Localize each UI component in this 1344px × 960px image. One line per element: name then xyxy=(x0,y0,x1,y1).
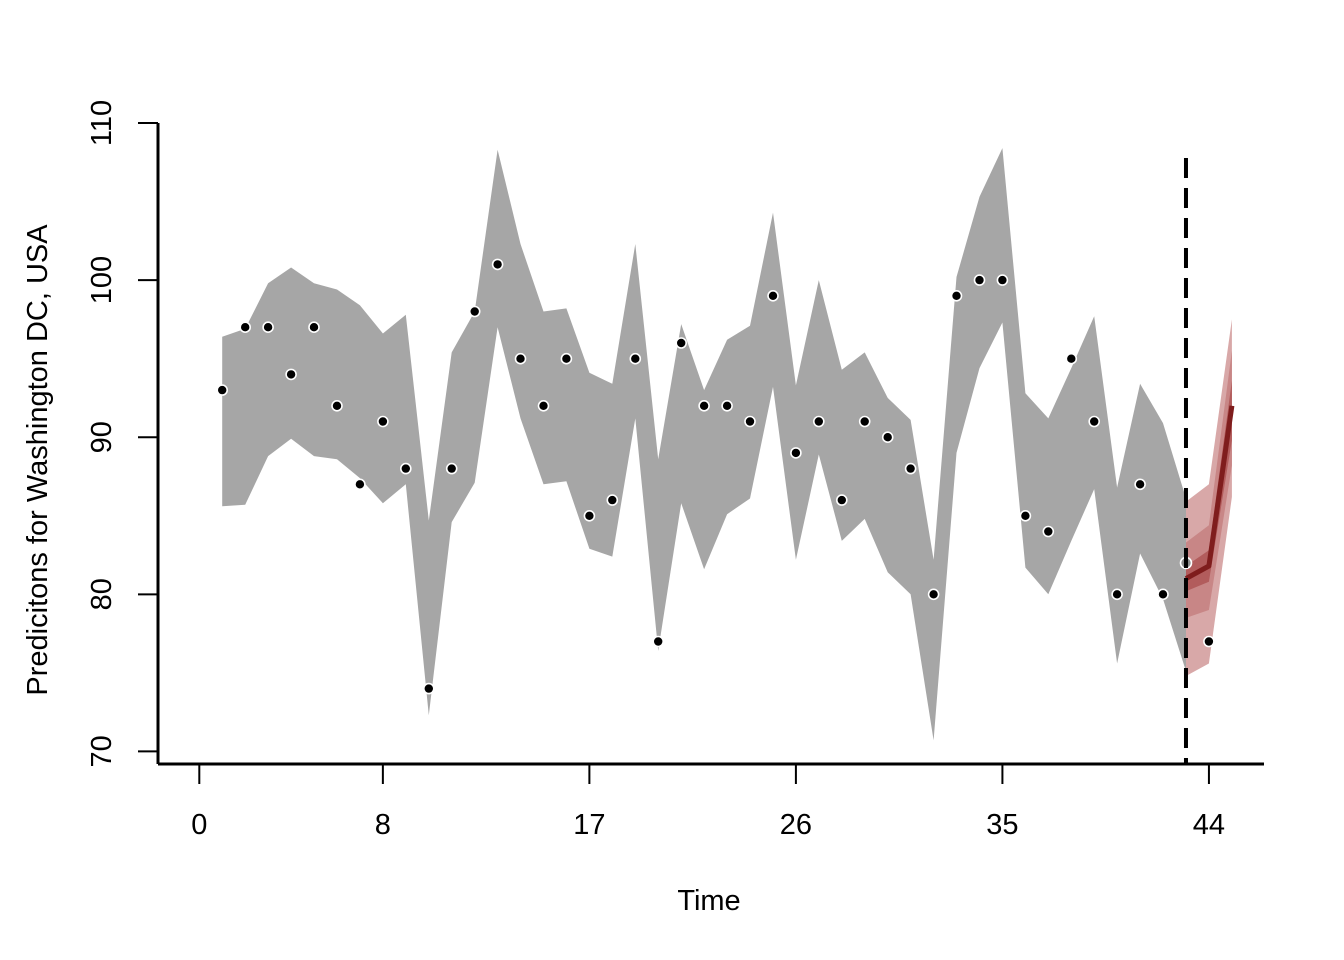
observed-point xyxy=(537,399,550,412)
y-tick-label: 70 xyxy=(86,735,118,767)
x-axis-title: Time xyxy=(677,885,740,917)
observed-point xyxy=(698,399,710,412)
observed-point xyxy=(354,478,366,491)
observed-point xyxy=(950,289,963,302)
y-axis-title: Predicitons for Washington DC, USA xyxy=(22,224,54,696)
y-tick-label: 100 xyxy=(86,256,118,304)
observed-point xyxy=(1042,525,1055,538)
observed-point xyxy=(331,399,343,412)
observed-point xyxy=(422,682,435,695)
y-tick-label: 80 xyxy=(86,578,118,610)
observed-point xyxy=(904,462,917,475)
observed-point xyxy=(468,305,481,318)
observed-point xyxy=(399,462,412,475)
x-tick-label: 8 xyxy=(375,809,391,841)
x-tick-label: 44 xyxy=(1193,809,1225,841)
observed-point xyxy=(1157,588,1169,601)
observed-point xyxy=(445,462,458,475)
observed-point xyxy=(1088,415,1100,428)
observed-point xyxy=(629,352,642,365)
y-tick-label: 90 xyxy=(86,421,118,453)
observed-point xyxy=(744,415,756,428)
fitted-interval-band xyxy=(222,148,1186,741)
plot-area xyxy=(216,148,1235,764)
x-tick-label: 35 xyxy=(986,809,1018,841)
observed-point xyxy=(675,337,688,349)
observed-point xyxy=(927,588,940,601)
observed-point xyxy=(858,415,871,428)
observed-point xyxy=(1065,352,1078,365)
forecast-band-80 xyxy=(1186,350,1232,618)
y-tick-label: 110 xyxy=(86,100,118,146)
observed-point xyxy=(514,352,527,365)
observed-point xyxy=(560,352,573,365)
observed-point xyxy=(767,289,779,302)
observed-point xyxy=(881,431,894,444)
x-tick-label: 0 xyxy=(191,809,207,841)
observed-point xyxy=(491,258,504,271)
observed-point xyxy=(835,494,848,506)
observed-point xyxy=(606,494,619,506)
observed-point xyxy=(721,399,733,412)
observed-point xyxy=(1134,478,1146,491)
observed-point xyxy=(1019,509,1032,522)
observed-point xyxy=(996,274,1009,286)
observed-point xyxy=(377,415,389,428)
axes: 0 8 17 26 35 44 70 80 90 100 110 xyxy=(86,100,1264,841)
observed-point xyxy=(583,509,596,522)
observed-point xyxy=(262,321,274,334)
observed-point xyxy=(285,368,297,381)
observed-point xyxy=(790,447,802,459)
observed-point xyxy=(1111,588,1123,601)
observed-point xyxy=(812,415,825,428)
observed-point xyxy=(308,321,320,334)
observed-point xyxy=(239,321,251,334)
observed-point xyxy=(973,274,986,286)
forecast-period-point xyxy=(1203,635,1215,648)
x-tick-label: 17 xyxy=(573,809,605,841)
forecast-median-line xyxy=(1184,405,1235,581)
observed-point xyxy=(216,384,228,396)
x-tick-label: 26 xyxy=(780,809,812,841)
observed-point xyxy=(652,635,665,648)
